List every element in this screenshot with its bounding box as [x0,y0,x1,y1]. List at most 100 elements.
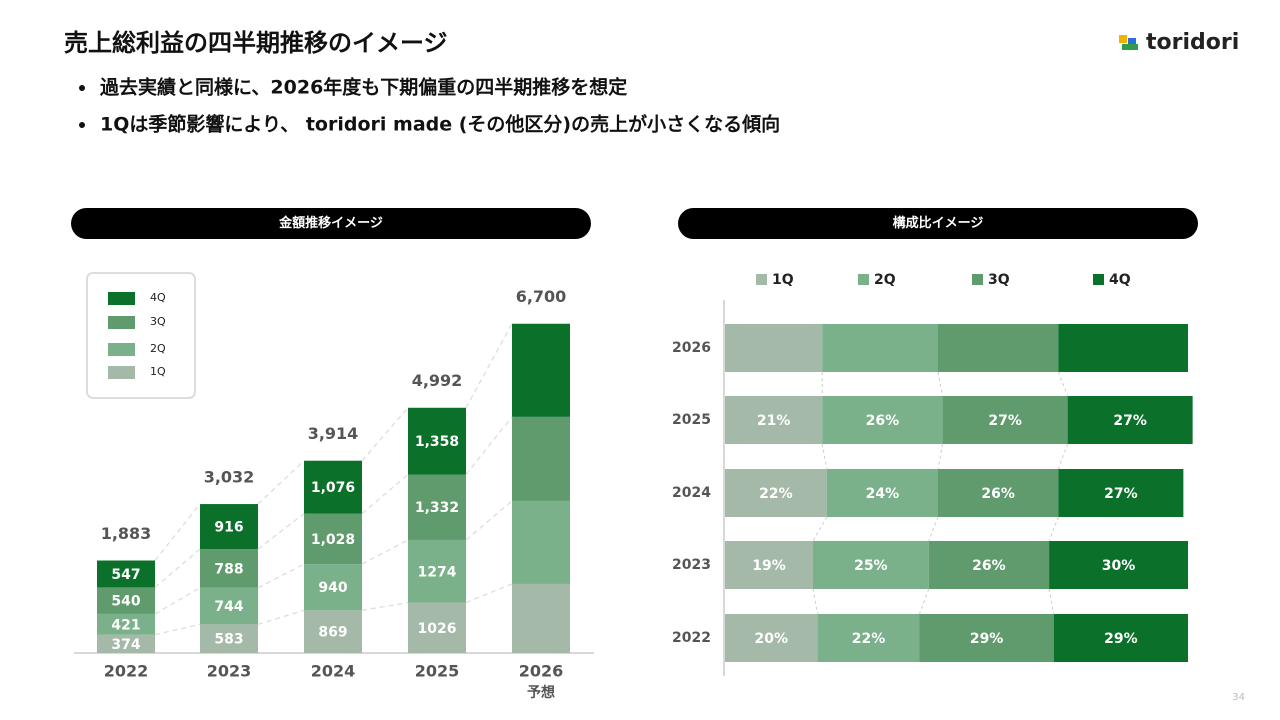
legend-swatch [1093,274,1104,285]
bar-segment [97,634,155,653]
data-label: 24% [866,486,900,502]
legend-swatch [858,274,869,285]
legend-label: 1Q [772,272,794,288]
bar-segment [200,624,258,653]
x-tick-label: 2022 [104,662,149,681]
connector [1048,588,1055,615]
data-label: 29% [970,631,1004,647]
data-label: 1,028 [311,532,355,548]
bar-segment [304,513,362,565]
data-label: 1274 [418,564,457,580]
total-label: 6,700 [516,287,567,306]
panel-header [71,208,591,239]
bar-segment [200,504,258,550]
data-label: 26% [981,486,1015,502]
data-label: 1,358 [415,434,459,450]
bar-segment [822,396,943,444]
chart-title: 構成比イメージ [893,215,984,231]
legend-label: 1Q [150,365,166,378]
connector [257,563,305,589]
data-label: 374 [111,637,140,653]
connector [154,623,201,636]
legend-label: 3Q [988,272,1010,288]
bar-segment [822,324,938,372]
y-tick-label: 2025 [672,412,711,428]
bar-segment [97,587,155,614]
data-label: 29% [1104,631,1138,647]
data-label: 869 [318,625,347,641]
bar-segment [725,469,827,517]
bar-segment [408,602,466,653]
legend-label: 2Q [150,342,166,355]
bullet-dot [79,122,85,128]
data-label: 27% [1104,486,1138,502]
connector [1057,443,1069,470]
y-tick-label: 2026 [672,340,711,356]
bar-segment [928,541,1050,589]
bar-segment [812,541,929,589]
bar-segment [1049,541,1188,589]
bar-segment [725,541,813,589]
data-label: 22% [759,486,793,502]
connector [937,371,944,397]
connector [361,539,409,565]
bar-segment [408,407,466,475]
data-label: 1026 [418,621,457,637]
x-tick-label: 2024 [311,662,356,681]
connector [361,407,409,462]
bar-segment [97,613,155,635]
bar-segment [725,324,823,372]
data-label: 788 [214,561,243,577]
legend-swatch [756,274,767,285]
bar-segment [1058,324,1188,372]
page-number: 34 [1232,692,1245,703]
legend-box [86,272,196,399]
bar-segment [512,583,570,653]
legend-swatch [108,366,135,379]
bar-segment [725,396,823,444]
connector [257,513,305,550]
data-label: 21% [757,413,791,429]
data-label: 547 [111,567,140,583]
total-label: 3,032 [204,467,255,486]
bar-segment [1053,614,1188,662]
connector [928,516,939,542]
connector [812,588,819,615]
category-note: 予想 [527,684,555,701]
bar-segment [1067,396,1193,444]
bar-segment [1058,469,1184,517]
bar-segment [817,614,920,662]
slide-title: 売上総利益の四半期推移のイメージ [64,29,448,57]
bar-segment [408,539,466,603]
connector [154,548,201,588]
x-tick-label: 2023 [207,662,252,681]
bar-segment [512,416,570,501]
bar-segment [919,614,1054,662]
data-label: 916 [214,520,243,536]
data-label: 30% [1102,558,1136,574]
data-label: 1,076 [311,480,355,496]
legend-label: 4Q [150,291,166,304]
bar-segment [200,587,258,625]
x-tick-label: 2026 [519,662,564,681]
logo-text: toridori [1146,30,1239,55]
legend-swatch [972,274,983,285]
bar-segment [937,469,1059,517]
legend-swatch [108,316,135,329]
data-label: 20% [755,631,789,647]
bar-segment [304,564,362,611]
legend-swatch [108,343,135,356]
bar-segment [200,549,258,588]
data-label: 744 [214,599,243,615]
data-label: 22% [852,631,886,647]
y-tick-label: 2023 [672,557,711,573]
bullet: 過去実績と同様に、2026年度も下期偏重の四半期推移を想定 [100,76,627,99]
connector [821,443,828,470]
data-label: 540 [111,594,140,610]
bar-segment [512,323,570,417]
bullet: 1Qは季節影響により、 toridori made (その他区分)の売上が小さく… [100,113,780,136]
total-label: 4,992 [412,371,463,390]
connector [1048,516,1059,542]
legend-label: 2Q [874,272,896,288]
chart-title: 金額推移イメージ [278,215,383,231]
